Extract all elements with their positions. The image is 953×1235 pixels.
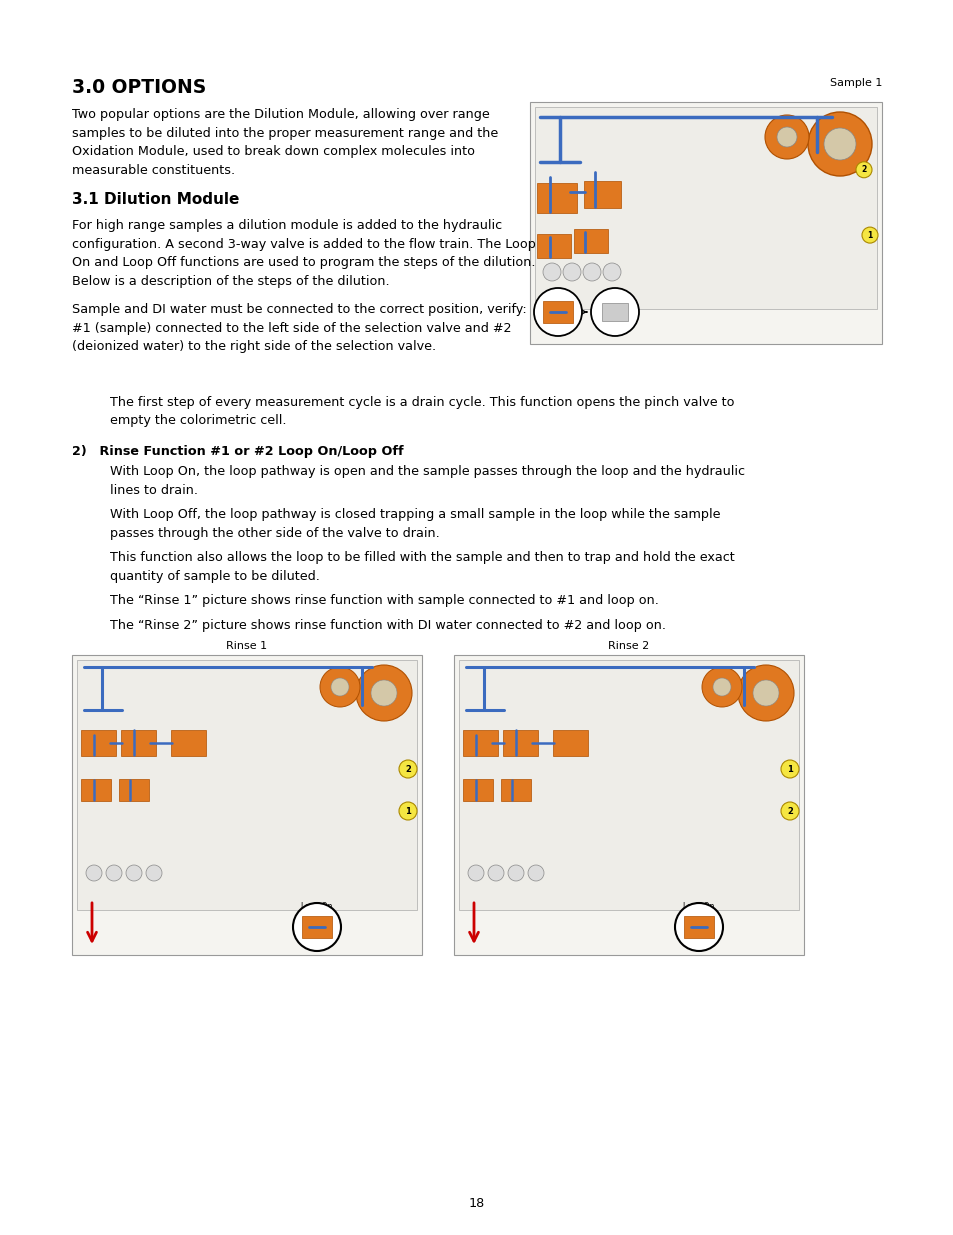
Text: 2: 2 [861, 165, 865, 174]
Circle shape [781, 802, 799, 820]
FancyBboxPatch shape [502, 730, 537, 756]
Circle shape [106, 864, 122, 881]
Text: (deionized water) to the right side of the selection valve.: (deionized water) to the right side of t… [71, 340, 436, 353]
Text: Loop Off: Loop Off [598, 296, 630, 306]
Text: Oxidation Module, used to break down complex molecules into: Oxidation Module, used to break down com… [71, 144, 475, 158]
FancyBboxPatch shape [583, 182, 620, 207]
Circle shape [468, 864, 483, 881]
Circle shape [764, 115, 808, 159]
Text: lines to drain.: lines to drain. [110, 483, 198, 496]
Circle shape [542, 263, 560, 282]
Text: 3.0 OPTIONS: 3.0 OPTIONS [71, 78, 206, 98]
Text: Two popular options are the Dilution Module, allowing over range: Two popular options are the Dilution Mod… [71, 107, 489, 121]
FancyBboxPatch shape [71, 655, 421, 955]
FancyBboxPatch shape [454, 655, 803, 955]
Text: The “Rinse 2” picture shows rinse function with DI water connected to #2 and loo: The “Rinse 2” picture shows rinse functi… [110, 619, 665, 631]
FancyBboxPatch shape [462, 779, 493, 802]
Text: #1 (sample) connected to the left side of the selection valve and #2: #1 (sample) connected to the left side o… [71, 321, 511, 335]
Circle shape [590, 288, 639, 336]
Text: 1: 1 [405, 806, 411, 815]
Text: 1: 1 [786, 764, 792, 773]
FancyBboxPatch shape [601, 303, 627, 321]
Text: 1: 1 [866, 231, 872, 240]
Text: Sample 1: Sample 1 [829, 78, 882, 88]
Text: 2: 2 [405, 764, 411, 773]
Text: Loop On: Loop On [301, 902, 333, 911]
Text: With Loop Off, the loop pathway is closed trapping a small sample in the loop wh: With Loop Off, the loop pathway is close… [110, 508, 720, 521]
Circle shape [712, 678, 730, 697]
Text: For high range samples a dilution module is added to the hydraulic: For high range samples a dilution module… [71, 219, 501, 232]
FancyBboxPatch shape [530, 103, 882, 345]
Circle shape [582, 263, 600, 282]
Text: Below is a description of the steps of the dilution.: Below is a description of the steps of t… [71, 274, 389, 288]
FancyBboxPatch shape [171, 730, 206, 756]
FancyBboxPatch shape [537, 183, 577, 212]
Circle shape [126, 864, 142, 881]
Circle shape [776, 127, 796, 147]
Circle shape [488, 864, 503, 881]
Circle shape [527, 864, 543, 881]
Circle shape [862, 227, 877, 243]
FancyBboxPatch shape [574, 228, 607, 253]
Text: configuration. A second 3-way valve is added to the flow train. The Loop: configuration. A second 3-way valve is a… [71, 237, 536, 251]
Text: On and Loop Off functions are used to program the steps of the dilution.: On and Loop Off functions are used to pr… [71, 256, 535, 269]
Circle shape [331, 678, 349, 697]
FancyBboxPatch shape [542, 301, 573, 324]
FancyBboxPatch shape [121, 730, 156, 756]
Text: 2: 2 [786, 806, 792, 815]
Circle shape [752, 680, 779, 706]
Circle shape [781, 760, 799, 778]
FancyBboxPatch shape [462, 730, 497, 756]
FancyBboxPatch shape [535, 107, 876, 309]
Text: 2) Rinse Function #1 or #2 Loop On/Loop Off: 2) Rinse Function #1 or #2 Loop On/Loop … [71, 445, 403, 457]
Text: With Loop On, the loop pathway is open and the sample passes through the loop an: With Loop On, the loop pathway is open a… [110, 466, 744, 478]
Circle shape [507, 864, 523, 881]
Text: Loop On: Loop On [682, 902, 714, 911]
FancyBboxPatch shape [553, 730, 587, 756]
Text: Rinse 2: Rinse 2 [608, 641, 649, 651]
FancyBboxPatch shape [302, 916, 332, 939]
Circle shape [534, 288, 581, 336]
Circle shape [398, 802, 416, 820]
FancyBboxPatch shape [81, 779, 111, 802]
Circle shape [355, 664, 412, 721]
Circle shape [398, 760, 416, 778]
FancyBboxPatch shape [81, 730, 116, 756]
Text: Sample and DI water must be connected to the correct position, verify:: Sample and DI water must be connected to… [71, 303, 526, 316]
Text: passes through the other side of the valve to drain.: passes through the other side of the val… [110, 526, 439, 540]
Circle shape [371, 680, 396, 706]
Text: measurable constituents.: measurable constituents. [71, 163, 234, 177]
Circle shape [675, 903, 722, 951]
FancyBboxPatch shape [458, 659, 799, 910]
Text: The “Rinse 1” picture shows rinse function with sample connected to #1 and loop : The “Rinse 1” picture shows rinse functi… [110, 594, 659, 606]
Text: empty the colorimetric cell.: empty the colorimetric cell. [110, 414, 286, 427]
FancyBboxPatch shape [119, 779, 149, 802]
Circle shape [319, 667, 359, 706]
FancyBboxPatch shape [500, 779, 531, 802]
Text: This function also allows the loop to be filled with the sample and then to trap: This function also allows the loop to be… [110, 551, 734, 564]
Circle shape [562, 263, 580, 282]
Circle shape [855, 162, 871, 178]
Circle shape [86, 864, 102, 881]
Circle shape [146, 864, 162, 881]
Text: 3.1 Dilution Module: 3.1 Dilution Module [71, 191, 239, 207]
Text: 18: 18 [468, 1197, 485, 1210]
Circle shape [293, 903, 340, 951]
Text: The first step of every measurement cycle is a drain cycle. This function opens : The first step of every measurement cycl… [110, 395, 734, 409]
Text: samples to be diluted into the proper measurement range and the: samples to be diluted into the proper me… [71, 126, 497, 140]
Text: quantity of sample to be diluted.: quantity of sample to be diluted. [110, 569, 319, 583]
Text: Rinse 1: Rinse 1 [226, 641, 267, 651]
FancyBboxPatch shape [683, 916, 713, 939]
FancyBboxPatch shape [77, 659, 416, 910]
Circle shape [738, 664, 793, 721]
FancyBboxPatch shape [537, 233, 571, 258]
Circle shape [823, 128, 855, 161]
Circle shape [602, 263, 620, 282]
Circle shape [701, 667, 741, 706]
Text: Loop On: Loop On [541, 296, 573, 306]
Circle shape [807, 112, 871, 177]
